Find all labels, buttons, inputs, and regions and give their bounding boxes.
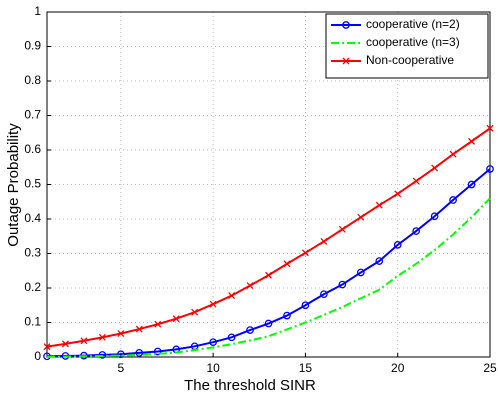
data-point bbox=[449, 150, 457, 158]
y-tick-label: 0.5 bbox=[24, 177, 41, 191]
legend-label: cooperative (n=3) bbox=[366, 35, 460, 49]
data-point bbox=[301, 301, 310, 310]
data-point bbox=[265, 271, 272, 279]
data-point bbox=[357, 213, 365, 221]
x-tick-label: 5 bbox=[117, 361, 124, 375]
data-point bbox=[375, 257, 384, 265]
y-tick-label: 1 bbox=[34, 4, 41, 18]
data-point bbox=[116, 350, 125, 359]
x-tick-label: 10 bbox=[206, 361, 220, 375]
data-point bbox=[154, 320, 162, 328]
data-point bbox=[283, 311, 291, 320]
y-tick-label: 0.6 bbox=[24, 142, 41, 156]
data-point bbox=[61, 340, 69, 348]
y-axis-label: Outage Probability bbox=[5, 123, 22, 247]
data-point bbox=[486, 165, 494, 173]
data-point bbox=[430, 212, 439, 221]
legend-label: cooperative (n=2) bbox=[366, 17, 460, 31]
data-point bbox=[486, 124, 494, 132]
data-point bbox=[80, 337, 88, 345]
data-point bbox=[246, 326, 254, 334]
data-point bbox=[412, 177, 420, 185]
data-point bbox=[117, 330, 125, 337]
data-point bbox=[209, 338, 217, 347]
data-point bbox=[153, 347, 162, 356]
data-point bbox=[264, 319, 273, 328]
data-point bbox=[375, 201, 383, 209]
data-point bbox=[468, 137, 476, 145]
y-tick-label: 0.2 bbox=[24, 280, 41, 294]
data-point bbox=[338, 280, 347, 289]
data-point bbox=[320, 290, 328, 299]
data-point bbox=[228, 292, 236, 300]
data-point bbox=[283, 260, 291, 268]
data-point bbox=[356, 268, 365, 277]
x-tick-label: 15 bbox=[299, 361, 313, 375]
data-point bbox=[191, 308, 199, 316]
y-tick-label: 0.1 bbox=[24, 315, 41, 329]
data-point bbox=[135, 325, 143, 333]
y-tick-label: 0.8 bbox=[24, 73, 41, 87]
data-point bbox=[246, 282, 254, 290]
data-point bbox=[412, 227, 421, 235]
data-point bbox=[209, 300, 217, 308]
data-point bbox=[135, 349, 144, 357]
data-point bbox=[431, 164, 439, 172]
x-tick-label: 25 bbox=[483, 361, 497, 375]
x-tick-label: 20 bbox=[391, 361, 405, 375]
y-tick-label: 0.3 bbox=[24, 246, 41, 260]
x-axis-label: The threshold SINR bbox=[184, 377, 316, 394]
y-tick-label: 0 bbox=[34, 349, 41, 363]
y-tick-label: 0.9 bbox=[24, 39, 41, 53]
data-point bbox=[227, 333, 236, 342]
legend-label: Non-cooperative bbox=[366, 53, 454, 67]
data-point bbox=[467, 180, 476, 189]
data-point bbox=[393, 241, 402, 249]
data-point bbox=[301, 249, 309, 257]
y-tick-label: 0.7 bbox=[24, 108, 41, 122]
legend-marker bbox=[342, 21, 350, 29]
data-point bbox=[98, 351, 107, 359]
data-point bbox=[43, 343, 51, 351]
data-point bbox=[449, 196, 457, 204]
data-point bbox=[98, 333, 106, 341]
axes-box bbox=[46, 11, 491, 358]
series-line bbox=[46, 168, 491, 358]
data-point bbox=[394, 190, 402, 198]
legend-marker bbox=[342, 57, 350, 65]
series-line bbox=[46, 197, 491, 358]
data-point bbox=[320, 237, 328, 245]
data-point bbox=[172, 315, 180, 323]
y-tick-label: 0.4 bbox=[24, 211, 41, 225]
data-point bbox=[338, 225, 346, 233]
